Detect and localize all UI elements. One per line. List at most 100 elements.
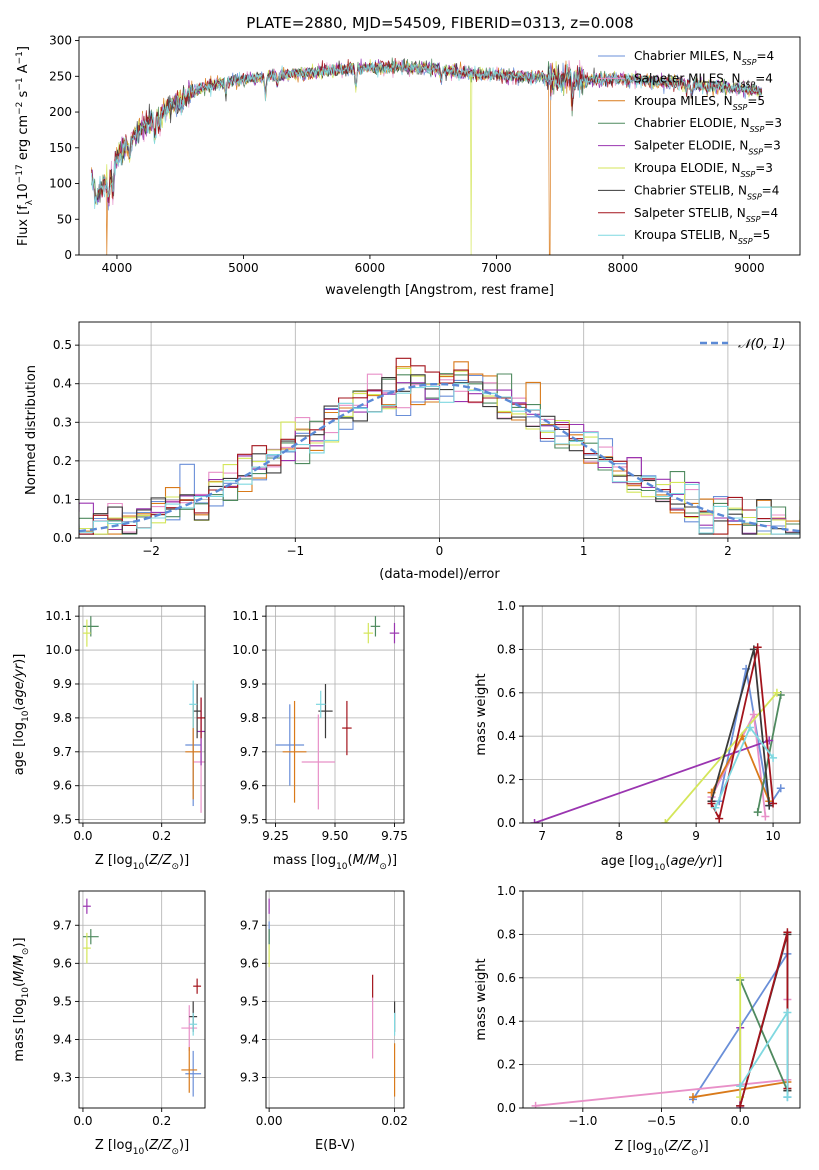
y-tick-label: 9.9 xyxy=(240,677,259,691)
x-tick-label: 9000 xyxy=(734,261,765,275)
x-tick-label: −1 xyxy=(286,544,304,558)
weight-marker xyxy=(772,688,781,697)
x-tick-label: 9.25 xyxy=(262,829,289,843)
y-tick-label: 9.5 xyxy=(53,994,72,1008)
plot-area xyxy=(82,616,205,813)
plot-area xyxy=(531,928,792,1108)
x-tick-label: −0.5 xyxy=(647,1114,676,1128)
x-axis-label: Z [log10(Z/Z⊙)] xyxy=(614,1139,708,1158)
y-tick-label: 100 xyxy=(49,177,72,191)
x-tick-label: 0.0 xyxy=(73,1114,92,1128)
y-tick-label: 9.4 xyxy=(53,1032,72,1046)
y-tick-label: 0.2 xyxy=(53,454,72,468)
chart-age_vs_Z: 0.0 0.2 9.5 9.6 9.7 9.8 9.9 10.0 10.1 Z [log10(Z/… xyxy=(12,605,206,872)
weight-marker xyxy=(783,928,792,937)
x-tick-label: 0.0 xyxy=(731,1114,750,1128)
x-tick-label: −1.0 xyxy=(568,1114,597,1128)
spectrum-series-line xyxy=(91,60,762,210)
y-tick-label: 0.3 xyxy=(53,415,72,429)
weight-marker xyxy=(530,819,539,823)
weight-marker xyxy=(753,643,762,652)
x-tick-label: 5000 xyxy=(228,261,259,275)
x-axis-label: mass [log10(M/M⊙)] xyxy=(273,853,397,872)
weight-marker xyxy=(736,1082,745,1091)
y-tick-label: 0.0 xyxy=(497,816,516,830)
y-tick-label: 0.4 xyxy=(497,1014,516,1028)
weight-marker xyxy=(753,808,762,817)
y-tick-label: 1.0 xyxy=(497,599,516,613)
weight-marker xyxy=(749,710,758,719)
weight-marker xyxy=(711,803,720,812)
chart-residuals: −2 −1 0 1 2 0.0 0.1 0.2 0.3 0.4 0.5 (data-model)/er… xyxy=(24,321,801,582)
y-tick-label: 300 xyxy=(49,34,72,48)
x-tick-label: 0.02 xyxy=(381,1114,408,1128)
histogram-series xyxy=(79,357,800,535)
x-axis-label: age [log10(age/yr)] xyxy=(601,854,723,873)
y-tick-label: 250 xyxy=(49,69,72,83)
x-tick-label: 9.50 xyxy=(322,829,349,843)
chart-age_vs_mass: 9.25 9.50 9.75 9.5 9.6 9.7 9.8 9.9 10.0 10.1 mass … xyxy=(232,605,408,872)
y-tick-label: 9.5 xyxy=(240,813,259,827)
y-tick-label: 10.1 xyxy=(232,609,259,623)
y-axis-label: mass weight xyxy=(474,673,489,755)
x-tick-label: 0 xyxy=(436,544,444,558)
x-tick-label: 0.2 xyxy=(152,1114,171,1128)
chart-spectrum: 4000 5000 6000 7000 8000 9000 0 50 100 150 200 250 3… xyxy=(15,34,801,298)
plot-area xyxy=(79,357,800,535)
y-tick-label: 9.8 xyxy=(53,711,72,725)
legend-label: Kroupa MILES, NSSP=5 xyxy=(634,94,765,112)
weight-marker xyxy=(707,799,716,808)
y-tick-label: 9.3 xyxy=(240,1071,259,1085)
gaussian-curve xyxy=(79,382,800,533)
figure-title: PLATE=2880, MJD=54509, FIBERID=0313, z=0… xyxy=(246,14,633,32)
y-tick-label: 1.0 xyxy=(497,884,516,898)
x-axis-label: (data-model)/error xyxy=(379,567,500,582)
y-tick-label: 9.5 xyxy=(240,994,259,1008)
y-tick-label: 10.1 xyxy=(45,609,72,623)
x-tick-label: 7 xyxy=(538,829,546,843)
y-axis-label: mass [log10(M/M⊙)] xyxy=(12,937,31,1061)
weight-marker xyxy=(736,973,745,982)
weight-marker xyxy=(745,723,754,732)
legend-label: 𝒩(0, 1) xyxy=(738,337,785,352)
y-tick-label: 9.6 xyxy=(240,956,259,970)
weight-marker xyxy=(761,812,770,821)
weight-marker xyxy=(661,819,670,823)
weight-marker xyxy=(783,1093,792,1102)
chart-weight_vs_age: 7 8 9 10 0.0 0.2 0.4 0.6 0.8 1.0 age [log10(age/yr… xyxy=(474,599,801,873)
weight-series-line xyxy=(664,692,778,823)
y-axis-label: age [log10(age/yr)] xyxy=(12,654,31,776)
weight-marker xyxy=(769,799,778,808)
plot-area xyxy=(82,898,202,1097)
x-tick-label: 9 xyxy=(692,829,700,843)
weight-marker xyxy=(783,1008,792,1017)
y-tick-label: 200 xyxy=(49,105,72,119)
legend-label: Chabrier MILES, NSSP=4 xyxy=(634,49,774,67)
y-tick-label: 9.8 xyxy=(240,711,259,725)
x-tick-label: 9.75 xyxy=(381,829,408,843)
chart-mass_vs_EBV: 0.00 0.02 9.3 9.4 9.5 9.6 9.7 E(B-V) xyxy=(240,890,408,1153)
y-tick-label: 9.7 xyxy=(240,745,259,759)
x-tick-label: 6000 xyxy=(355,261,386,275)
legend-label: Chabrier STELIB, NSSP=4 xyxy=(634,183,779,201)
legend-label: Kroupa STELIB, NSSP=5 xyxy=(634,228,770,246)
y-tick-label: 9.6 xyxy=(53,779,72,793)
x-tick-label: 8000 xyxy=(608,261,639,275)
axes-frame xyxy=(78,605,206,824)
weight-marker xyxy=(531,1101,540,1108)
axes-frame xyxy=(78,36,801,256)
y-tick-label: 9.7 xyxy=(53,918,72,932)
y-tick-label: 0.0 xyxy=(497,1101,516,1115)
y-tick-label: 9.5 xyxy=(53,813,72,827)
chart-weight_vs_Z: −1.0 −0.5 0.0 0.0 0.2 0.4 0.6 0.8 1.0 Z [log10(Z/… xyxy=(474,884,801,1158)
y-tick-label: 0.6 xyxy=(497,686,516,700)
legend-label: Salpeter ELODIE, NSSP=3 xyxy=(634,139,781,157)
y-tick-label: 9.6 xyxy=(240,779,259,793)
weight-marker xyxy=(769,753,778,762)
plot-area xyxy=(275,616,400,810)
weight-marker xyxy=(736,1101,745,1108)
y-axis-label: Flux [fλ10−17 erg cm−2 s−1 A−1] xyxy=(15,46,35,246)
y-tick-label: 50 xyxy=(57,212,72,226)
x-axis-label: Z [log10(Z/Z⊙)] xyxy=(95,1138,189,1157)
